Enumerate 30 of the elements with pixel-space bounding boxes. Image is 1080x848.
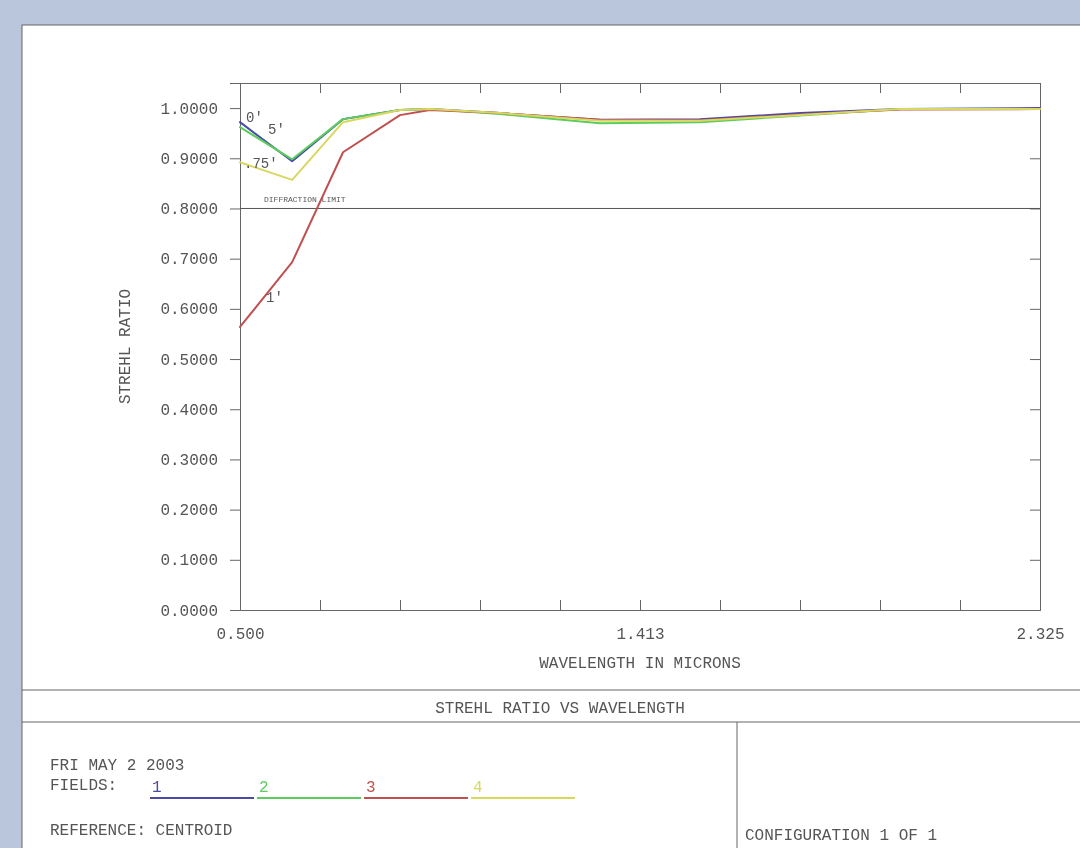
x-axis-title: WAVELENGTH IN MICRONS: [539, 655, 741, 673]
y-tick-label: 0.6000: [160, 301, 218, 320]
text: 3: [366, 779, 376, 797]
legend-title: FIELDS:: [50, 777, 118, 795]
y-axis-title: STREHL RATIO: [117, 288, 135, 405]
annotation: .75': [244, 156, 278, 172]
y-tick-label: 0.3000: [160, 452, 218, 471]
annotation: 5': [268, 122, 285, 138]
x-tick-label: 2.325: [1016, 626, 1065, 645]
y-tick-label: 0.0000: [160, 602, 218, 621]
annotation: 1': [266, 290, 283, 306]
text: 1: [152, 779, 162, 797]
text: FRI MAY 2 2003: [50, 757, 185, 775]
y-tick-label: 0.7000: [160, 251, 218, 270]
y-tick-label: 0.2000: [160, 502, 218, 521]
text: REFERENCE: CENTROID: [50, 822, 233, 840]
y-tick-label: 0.4000: [160, 401, 218, 420]
text: 4: [473, 779, 483, 797]
text: STREHL RATIO VS WAVELENGTH: [435, 700, 685, 718]
x-tick-label: 1.413: [616, 626, 665, 645]
text: CONFIGURATION 1 OF 1: [745, 827, 938, 845]
y-tick-label: 0.1000: [160, 552, 218, 571]
y-tick-label: 0.9000: [160, 150, 218, 169]
y-tick-label: 0.5000: [160, 351, 218, 370]
annotation: 0': [246, 110, 263, 126]
text: 2: [259, 779, 269, 797]
ref-line-label: DIFFRACTION LIMIT: [264, 195, 346, 205]
y-tick-label: 0.8000: [160, 201, 218, 220]
y-tick-label: 1.0000: [160, 100, 218, 119]
x-tick-label: 0.500: [216, 626, 265, 645]
